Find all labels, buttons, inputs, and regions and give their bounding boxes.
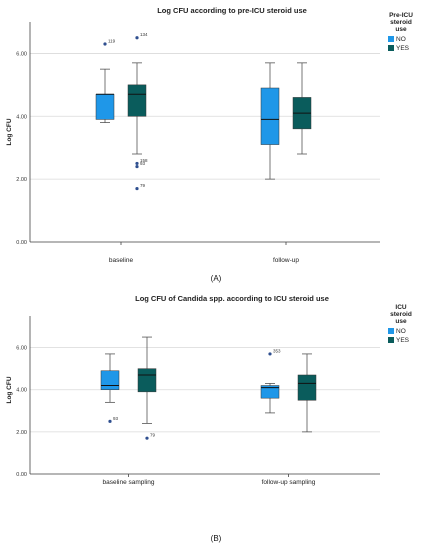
outlier-point bbox=[135, 164, 139, 169]
box-iqr bbox=[297, 374, 317, 401]
y-tick-label: 2.00 bbox=[16, 430, 27, 436]
legend-label: NO bbox=[396, 36, 406, 43]
outlier-point bbox=[103, 42, 107, 46]
x-tick-label: follow-up bbox=[273, 257, 299, 264]
outlier-label: 119 bbox=[108, 39, 116, 44]
panel-label: (A) bbox=[211, 274, 222, 283]
box-no-follow-up bbox=[260, 62, 280, 180]
legend-label: NO bbox=[396, 328, 406, 335]
y-tick-label: 2.00 bbox=[16, 177, 27, 183]
y-axis-label: Log CFU bbox=[6, 118, 13, 145]
outlier-point bbox=[145, 436, 149, 440]
panel-label: (B) bbox=[211, 534, 222, 543]
x-tick-label: follow-up sampling bbox=[262, 479, 316, 486]
chart-panel-a: Log CFU according to pre-ICU steroid use… bbox=[6, 6, 413, 283]
box-iqr bbox=[127, 84, 147, 117]
y-tick-label: 4.00 bbox=[16, 114, 27, 120]
outlier-label: 158 bbox=[140, 158, 148, 163]
y-tick-label: 4.00 bbox=[16, 388, 27, 394]
outlier-label: 353 bbox=[273, 348, 281, 353]
outlier-label: 93 bbox=[113, 416, 119, 421]
box-iqr bbox=[100, 370, 120, 390]
outlier-point bbox=[268, 352, 272, 356]
y-tick-label: 0.00 bbox=[16, 472, 27, 478]
box-no-baseline-sampling: 93 bbox=[100, 353, 120, 423]
legend-swatch bbox=[388, 328, 394, 334]
legend-swatch bbox=[388, 45, 394, 51]
box-no-follow-up-sampling: 353 bbox=[260, 348, 281, 414]
y-axis-label: Log CFU bbox=[6, 376, 13, 403]
x-tick-label: baseline bbox=[109, 257, 134, 264]
outlier-label: 93 bbox=[140, 161, 146, 166]
y-tick-label: 6.00 bbox=[16, 346, 27, 352]
box-iqr bbox=[260, 87, 280, 145]
outlier-label: 79 bbox=[150, 433, 156, 438]
box-yes-follow-up-sampling bbox=[297, 353, 317, 433]
box-no-baseline: 119 bbox=[95, 39, 116, 123]
legend-title: steroid bbox=[390, 311, 412, 318]
outlier-label: 79 bbox=[140, 183, 146, 188]
chart-panel-b: Log CFU of Candida spp. according to ICU… bbox=[6, 294, 412, 543]
legend-title: Pre-ICU bbox=[389, 12, 413, 19]
legend-title: steroid bbox=[390, 19, 412, 26]
outlier-point bbox=[135, 161, 139, 166]
box-iqr bbox=[95, 94, 115, 120]
x-tick-label: baseline sampling bbox=[102, 479, 154, 486]
legend-label: YES bbox=[396, 337, 410, 344]
legend-title: use bbox=[395, 26, 407, 33]
y-tick-label: 0.00 bbox=[16, 240, 27, 246]
legend-swatch bbox=[388, 337, 394, 343]
box-iqr bbox=[260, 385, 280, 399]
legend-label: YES bbox=[396, 45, 410, 52]
outlier-label: 134 bbox=[140, 32, 148, 37]
outlier-point bbox=[108, 419, 112, 423]
outlier-point bbox=[135, 186, 139, 191]
legend-title: ICU bbox=[395, 304, 407, 311]
box-yes-follow-up bbox=[292, 62, 312, 155]
box-iqr bbox=[137, 368, 157, 393]
box-yes-baseline-sampling: 79 bbox=[137, 336, 157, 440]
chart-title: Log CFU of Candida spp. according to ICU… bbox=[135, 294, 329, 303]
outlier-point bbox=[135, 36, 139, 40]
legend-swatch bbox=[388, 36, 394, 42]
chart-title: Log CFU according to pre-ICU steroid use bbox=[157, 6, 307, 15]
legend-title: use bbox=[395, 318, 407, 325]
y-tick-label: 6.00 bbox=[16, 51, 27, 57]
